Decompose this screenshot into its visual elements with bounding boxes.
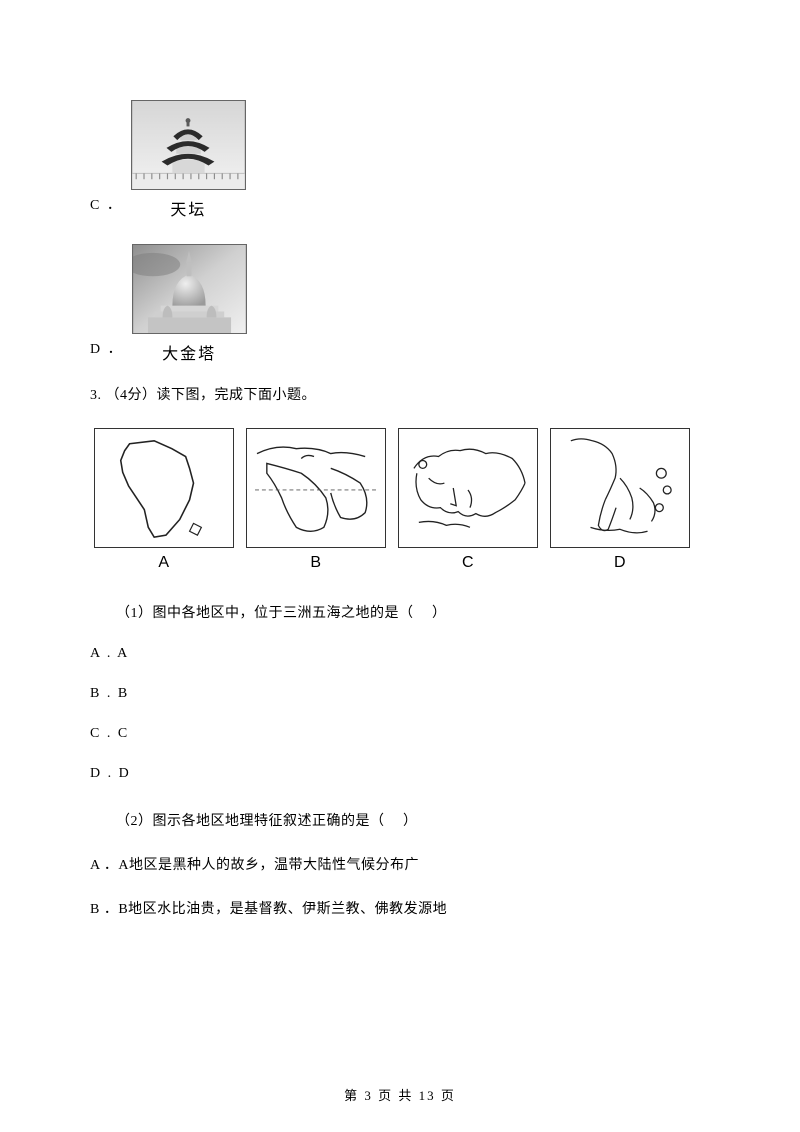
option-d-block: 大金塔 — [132, 244, 247, 364]
map-label-b: B — [246, 554, 386, 572]
map-labels: A B C D — [94, 554, 710, 572]
maps-row — [94, 428, 710, 548]
q1-choice-c: C . C — [90, 726, 710, 742]
q1-choice-a: A . A — [90, 646, 710, 662]
map-label-a: A — [94, 554, 234, 572]
option-d-caption: 大金塔 — [162, 340, 216, 364]
map-c — [398, 428, 538, 548]
page-footer: 第 3 页 共 13 页 — [0, 1085, 800, 1104]
option-c-image — [131, 100, 246, 190]
option-d-image — [132, 244, 247, 334]
subquestion-1: （1）图中各地区中，位于三洲五海之地的是（ ） — [116, 602, 710, 622]
subquestion-2: （2）图示各地区地理特征叙述正确的是（ ） — [116, 810, 710, 830]
q2-choice-a: A ．A地区是黑种人的故乡，温带大陆性气候分布广 — [90, 854, 710, 874]
question-3-prompt: 3. （4分）读下图，完成下面小题。 — [90, 384, 710, 404]
option-d-marker: D ． — [90, 338, 124, 364]
option-c-caption: 天坛 — [170, 196, 206, 220]
map-label-d: D — [550, 554, 690, 572]
map-b — [246, 428, 386, 548]
option-c-block: 天坛 — [131, 100, 246, 220]
option-c-marker: C ． — [90, 194, 123, 220]
q2-choice-b: B ．B地区水比油贵，是基督教、伊斯兰教、佛教发源地 — [90, 898, 710, 918]
map-a — [94, 428, 234, 548]
option-d-row: D ． — [90, 244, 710, 364]
q1-choice-b: B . B — [90, 686, 710, 702]
option-c-row: C ． — [90, 100, 710, 220]
map-label-c: C — [398, 554, 538, 572]
map-d — [550, 428, 690, 548]
q1-choice-d: D . D — [90, 766, 710, 782]
